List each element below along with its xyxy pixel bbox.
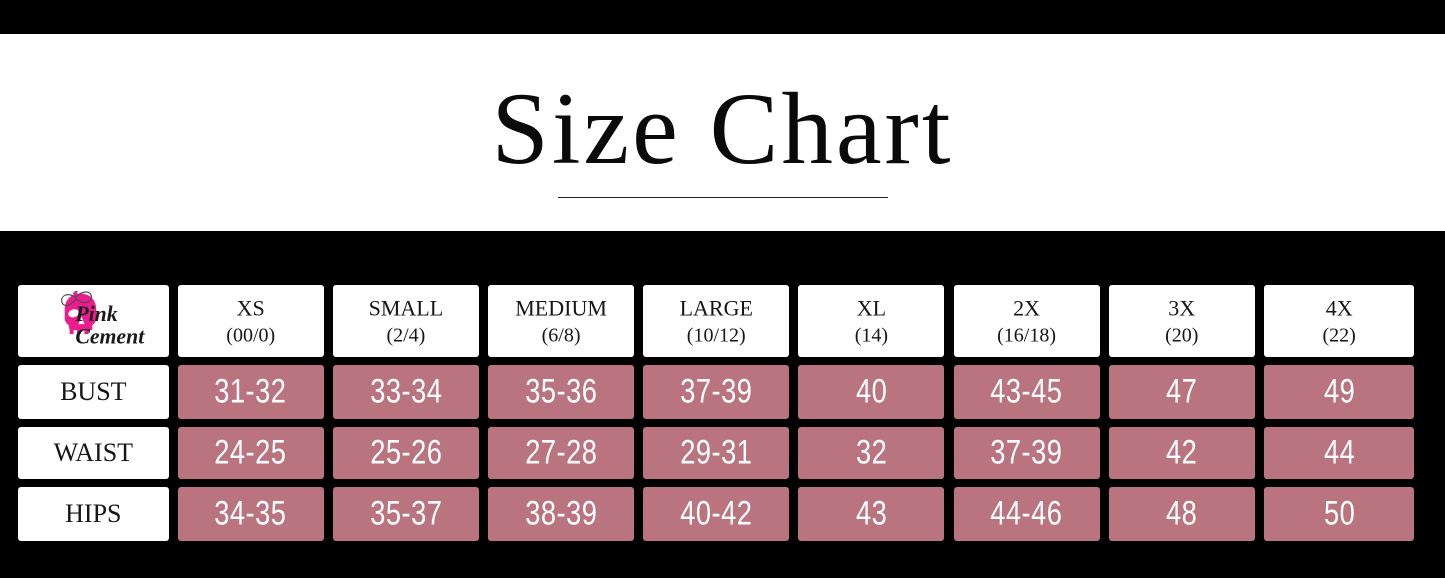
svg-text:Cement: Cement xyxy=(75,325,145,349)
svg-text:Pink: Pink xyxy=(74,302,117,326)
